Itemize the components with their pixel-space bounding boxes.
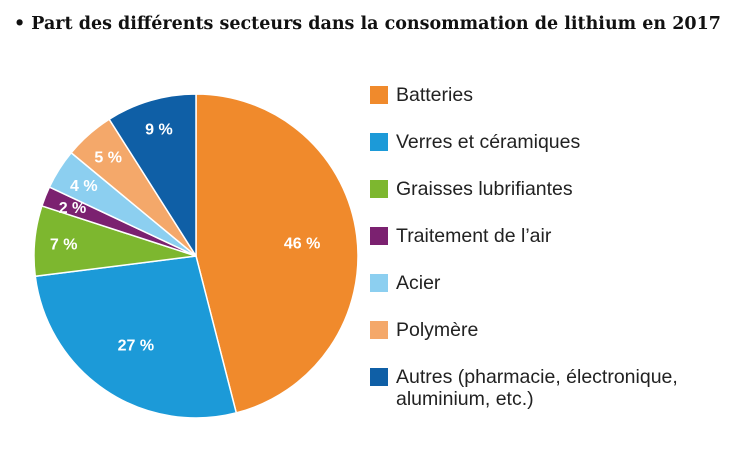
legend-swatch: [370, 133, 388, 151]
legend-item-verres-ceramiques: Verres et céramiques: [370, 131, 740, 153]
legend-swatch: [370, 180, 388, 198]
pie-slice-verres-ceramiques: [34, 255, 238, 419]
legend-label: Traitement de l’air: [396, 225, 552, 247]
legend-swatch: [370, 274, 388, 292]
legend-label: Batteries: [396, 84, 473, 106]
legend-label: Verres et céramiques: [396, 131, 581, 153]
pie-label-verres-ceramiques: 27 %: [118, 337, 154, 354]
legend-item-acier: Acier: [370, 272, 740, 294]
legend-item-autres: Autres (pharmacie, électronique, alumini…: [370, 366, 740, 410]
legend-item-polymere: Polymère: [370, 319, 740, 341]
legend-item-graisses-lubrifiantes: Graisses lubrifiantes: [370, 178, 740, 200]
pie-label-acier: 4 %: [70, 178, 98, 195]
legend-item-traitement-air: Traitement de l’air: [370, 225, 740, 247]
legend-label: Autres (pharmacie, électronique, alumini…: [396, 366, 678, 410]
legend-swatch: [370, 86, 388, 104]
pie-label-batteries: 46 %: [284, 236, 320, 253]
chart-title: • Part des différents secteurs dans la c…: [14, 14, 721, 34]
legend-label: Graisses lubrifiantes: [396, 178, 573, 200]
legend-item-batteries: Batteries: [370, 84, 740, 106]
pie-label-autres: 9 %: [145, 121, 173, 138]
legend-swatch: [370, 368, 388, 386]
pie-label-graisses-lubrifiantes: 7 %: [50, 237, 78, 254]
legend-swatch: [370, 227, 388, 245]
legend-swatch: [370, 321, 388, 339]
legend-label: Polymère: [396, 319, 479, 341]
pie-label-traitement-air: 2 %: [59, 200, 87, 217]
pie-label-polymere: 5 %: [94, 149, 122, 166]
pie-slice-autres: [108, 93, 197, 259]
legend-label: Acier: [396, 272, 441, 294]
pie-slice-batteries: [195, 93, 359, 414]
